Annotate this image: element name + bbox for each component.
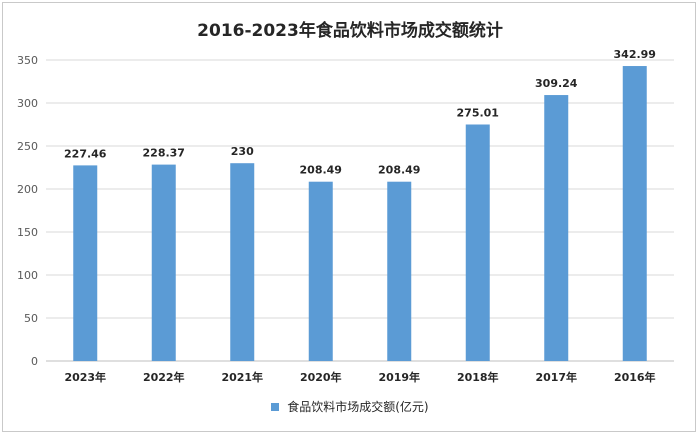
y-tick-label: 100 bbox=[17, 269, 38, 282]
chart-legend: 食品饮料市场成交额(亿元) bbox=[0, 398, 700, 415]
y-tick-label: 200 bbox=[17, 183, 38, 196]
y-tick-label: 300 bbox=[17, 97, 38, 110]
x-tick-label: 2021年 bbox=[221, 370, 263, 384]
bar bbox=[387, 181, 412, 361]
gridlines bbox=[46, 59, 674, 362]
x-tick-label: 2017年 bbox=[535, 370, 577, 384]
bar bbox=[465, 124, 490, 362]
bar bbox=[230, 163, 255, 361]
data-label: 230 bbox=[231, 145, 254, 158]
bar bbox=[151, 164, 176, 361]
y-tick-label: 0 bbox=[31, 355, 38, 368]
y-tick-label: 350 bbox=[17, 54, 38, 67]
bars bbox=[73, 66, 647, 362]
data-label: 275.01 bbox=[457, 106, 499, 119]
x-tick-label: 2016年 bbox=[614, 370, 656, 384]
bar bbox=[622, 66, 647, 362]
data-label: 208.49 bbox=[378, 164, 420, 177]
y-tick-label: 150 bbox=[17, 226, 38, 239]
x-tick-label: 2019年 bbox=[378, 370, 420, 384]
data-label: 227.46 bbox=[64, 147, 107, 160]
y-axis: 0 50 100 150 200 250 300 350 bbox=[17, 54, 38, 368]
bar bbox=[308, 181, 333, 361]
bar bbox=[544, 95, 569, 362]
bar bbox=[73, 165, 98, 361]
x-axis: 2023年 2022年 2021年 2020年 2019年 2018年 2017年 2016年 bbox=[64, 370, 655, 384]
data-label: 309.24 bbox=[535, 77, 578, 90]
data-labels: 227.46 228.37 230 208.49 208.49 275.01 309.24 3… bbox=[64, 48, 656, 177]
legend-swatch bbox=[271, 403, 280, 411]
chart-frame bbox=[2, 2, 696, 432]
legend-label: 食品饮料市场成交额(亿元) bbox=[287, 400, 429, 414]
y-tick-label: 250 bbox=[17, 140, 38, 153]
data-label: 208.49 bbox=[300, 164, 342, 177]
x-tick-label: 2022年 bbox=[143, 370, 185, 384]
x-tick-label: 2023年 bbox=[64, 370, 106, 384]
data-label: 228.37 bbox=[143, 147, 185, 160]
chart-title: 2016-2023年食品饮料市场成交额统计 bbox=[197, 21, 503, 41]
data-label: 342.99 bbox=[614, 48, 656, 61]
x-tick-label: 2018年 bbox=[457, 370, 499, 384]
y-tick-label: 50 bbox=[24, 312, 38, 325]
x-tick-label: 2020年 bbox=[300, 370, 342, 384]
